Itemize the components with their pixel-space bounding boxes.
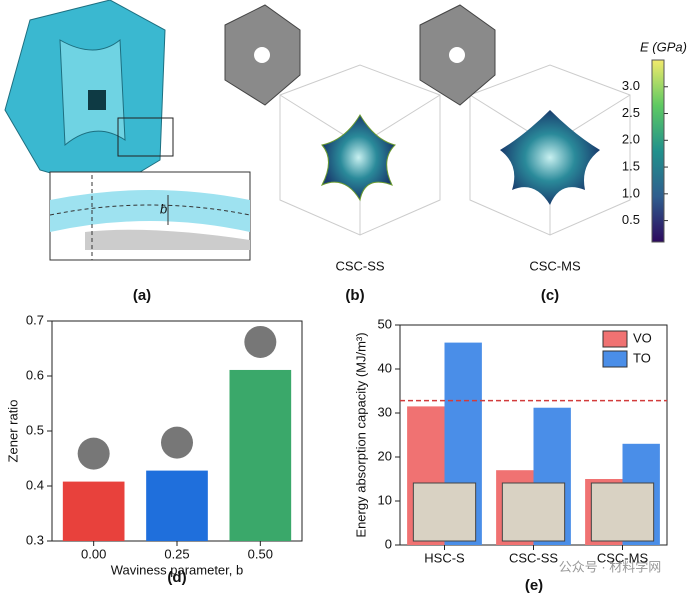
colorbar-tick-label: 0.5 (622, 212, 640, 227)
render-label: CSC-SS (335, 258, 384, 273)
inset-label: b (160, 201, 167, 216)
legend-label: VO (633, 330, 652, 345)
bar (146, 470, 208, 541)
panel-label: (d) (167, 569, 186, 586)
y-tick-label: 0.5 (26, 422, 44, 437)
y-tick-label: 40 (378, 360, 392, 375)
sample-photo (501, 482, 566, 542)
y-tick-label: 0.6 (26, 367, 44, 382)
colorbar-tick-label: 3.0 (622, 78, 640, 93)
y-axis-label: Energy absorption capacity (MJ/m³) (353, 332, 368, 537)
unit-cell-icon (77, 437, 110, 470)
y-tick-label: 0.4 (26, 477, 44, 492)
panel-label: (b) (345, 287, 364, 304)
x-tick-label: 0.25 (164, 546, 189, 561)
colorbar (651, 59, 665, 243)
x-tick-label: 0.50 (248, 546, 273, 561)
panel-label: (c) (541, 287, 559, 304)
y-tick-label: 50 (378, 316, 392, 331)
unit-cell-icon (244, 325, 277, 358)
x-tick-label: 0.00 (81, 546, 106, 561)
sample-photo (412, 482, 477, 542)
y-tick-label: 10 (378, 492, 392, 507)
colorbar-label: E (GPa) (640, 39, 687, 54)
legend-swatch (602, 350, 628, 368)
x-tick-label: CSC-MS (597, 550, 649, 565)
y-tick-label: 0.3 (26, 532, 44, 547)
legend-label: TO (633, 350, 651, 365)
colorbar-tick-label: 1.5 (622, 158, 640, 173)
unit-cell-hole (254, 47, 270, 63)
x-axis-label: Waviness parameter, b (111, 562, 243, 577)
panel-label: (a) (133, 287, 151, 304)
x-tick-label: HSC-S (424, 550, 465, 565)
lattice-render (4, 0, 251, 261)
y-tick-label: 0.7 (26, 312, 44, 327)
watermark: 公众号 · 材料学网 (559, 559, 662, 574)
colorbar-tick-label: 2.0 (622, 132, 640, 147)
unit-cell-hole (449, 47, 465, 63)
colorbar-tick-label: 2.5 (622, 105, 640, 120)
unit-cell-icon (161, 426, 193, 459)
y-tick-label: 20 (378, 448, 392, 463)
sample-photo (590, 482, 655, 542)
render-label: CSC-MS (529, 258, 581, 273)
y-tick-label: 30 (378, 404, 392, 419)
y-tick-label: 0 (385, 536, 392, 551)
x-tick-label: CSC-SS (509, 550, 558, 565)
colorbar-tick-label: 1.0 (622, 185, 640, 200)
y-axis-label: Zener ratio (5, 400, 20, 463)
legend-swatch (602, 330, 628, 348)
bar (62, 481, 125, 541)
bar (229, 369, 292, 541)
modulus-surface (320, 114, 396, 202)
panel-label: (e) (525, 577, 543, 594)
modulus-surface (500, 110, 600, 205)
